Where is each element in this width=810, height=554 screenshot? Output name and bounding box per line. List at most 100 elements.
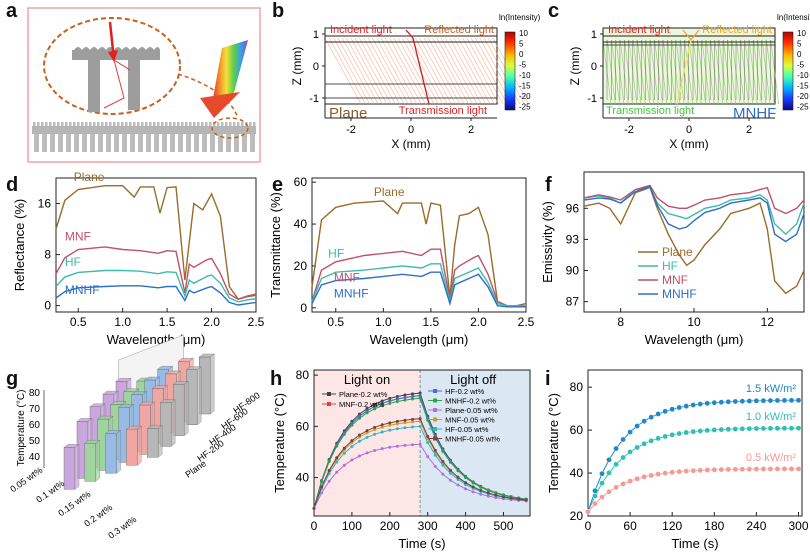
fiber-nano xyxy=(161,122,164,126)
series-marker xyxy=(456,483,460,487)
bar-top xyxy=(102,390,119,395)
series-marker xyxy=(627,429,633,435)
series-marker xyxy=(599,494,605,500)
series-marker xyxy=(683,429,690,436)
legend-marker xyxy=(327,392,331,396)
series-marker xyxy=(697,401,704,407)
y-axis-label: Z (mm) xyxy=(290,47,304,86)
legend-marker xyxy=(433,408,438,412)
fiber-tooth xyxy=(202,134,207,152)
series-line-plane xyxy=(311,200,527,307)
series-line-mnhf xyxy=(311,271,526,308)
bar-top xyxy=(123,388,140,392)
series-label: 1.0 kW/m² xyxy=(746,411,796,423)
x-axis-label: Time (s) xyxy=(398,536,445,551)
series-marker xyxy=(395,427,399,431)
series-label: 0.5 kW/m² xyxy=(746,452,796,464)
z-axis-label: Temperature (°C) xyxy=(16,390,27,467)
panel-label-f: f xyxy=(545,174,552,196)
fiber-tooth xyxy=(242,134,247,152)
series-label-hf: HF xyxy=(328,247,344,261)
series-marker xyxy=(725,398,732,405)
series-label-mnf: MNF xyxy=(65,230,91,244)
series-marker xyxy=(365,451,369,455)
series-marker xyxy=(464,481,468,485)
x-tick-label: 180 xyxy=(704,519,724,533)
series-marker xyxy=(704,467,711,473)
ray xyxy=(410,37,448,105)
series-marker xyxy=(641,474,647,480)
colorbar-tick: -20 xyxy=(797,92,809,101)
series-marker xyxy=(746,425,753,432)
series-marker xyxy=(732,398,739,405)
reflected-light-label: Reflected light xyxy=(702,24,772,36)
y-axis-label: Z (mm) xyxy=(568,47,582,86)
fiber-nano xyxy=(81,122,84,126)
series-marker xyxy=(494,493,498,497)
bar-top xyxy=(151,385,168,389)
fiber-nano xyxy=(241,122,244,126)
fiber-nano xyxy=(249,122,252,126)
series-marker xyxy=(388,421,392,425)
y-tick-label: 93 xyxy=(566,232,580,246)
series-marker xyxy=(388,445,392,449)
series-marker xyxy=(606,457,612,463)
colorbar-tick: -15 xyxy=(519,82,531,91)
bar-top xyxy=(185,366,202,370)
y-tick-label: 40 xyxy=(570,466,584,480)
series-marker xyxy=(350,423,354,427)
series-marker xyxy=(395,395,399,399)
bar-top xyxy=(144,376,161,381)
series-marker xyxy=(441,459,445,463)
series-marker xyxy=(486,491,490,495)
series-line-plane xyxy=(583,186,805,295)
series-marker xyxy=(373,428,377,432)
x-axis-label: X (mm) xyxy=(391,137,430,151)
y-tick-label: 0 xyxy=(313,61,319,73)
x-tick-label: 60 xyxy=(623,519,637,533)
series-marker xyxy=(357,454,361,458)
series-marker xyxy=(373,432,377,436)
series-marker xyxy=(395,444,399,448)
fiber-tooth xyxy=(58,134,63,152)
series-marker xyxy=(373,402,377,406)
z-tick-label: 70 xyxy=(29,404,41,415)
ray xyxy=(354,37,392,105)
x-tick-label: 0.5 xyxy=(327,315,344,329)
fiber-nano xyxy=(45,122,48,126)
series-marker xyxy=(357,433,361,437)
series-marker xyxy=(767,466,774,472)
plot-frame xyxy=(311,177,527,313)
fiber-tooth xyxy=(42,134,47,152)
colorbar-tick: 5 xyxy=(519,40,524,49)
colorbar-tick: -25 xyxy=(797,103,809,112)
y-tick-label: 1 xyxy=(591,29,597,41)
series-marker xyxy=(795,466,802,472)
fiber-tooth xyxy=(98,134,103,152)
series-marker xyxy=(395,419,399,423)
series-marker xyxy=(388,401,392,405)
series-marker xyxy=(746,398,753,404)
ray xyxy=(397,37,435,105)
series-line xyxy=(587,468,799,513)
series-marker xyxy=(373,448,377,452)
fiber-tooth xyxy=(186,134,191,152)
series-marker xyxy=(448,471,452,475)
ray xyxy=(376,37,413,105)
series-marker xyxy=(380,425,384,429)
ray xyxy=(419,37,456,105)
x-tick-label: 2 xyxy=(746,124,752,136)
series-marker xyxy=(788,397,795,404)
series-marker xyxy=(365,431,369,435)
fiber-nano xyxy=(177,122,180,126)
series-marker xyxy=(479,485,483,489)
series-marker xyxy=(732,466,739,473)
ray xyxy=(406,37,443,105)
fiber-nano xyxy=(217,122,220,126)
series-marker xyxy=(426,455,430,459)
series-marker xyxy=(517,497,521,501)
bar-top xyxy=(115,378,132,382)
series-marker xyxy=(403,398,407,402)
